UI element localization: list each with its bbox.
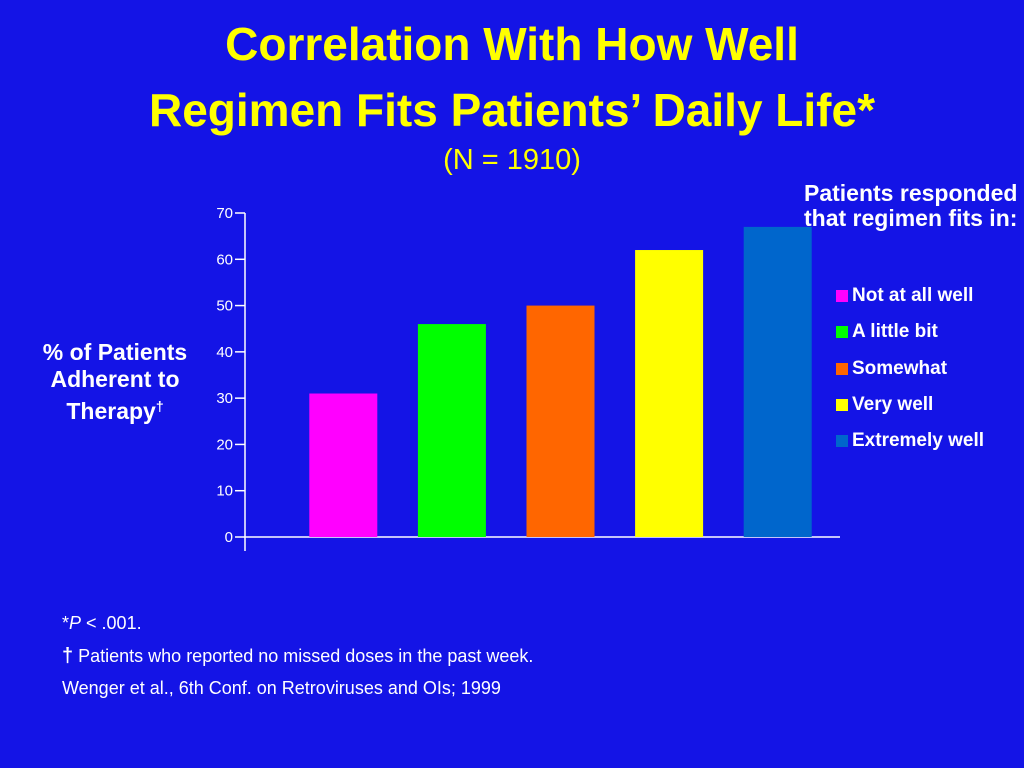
y-tick-label: 0 [225, 529, 233, 546]
bar-somewhat [526, 305, 595, 537]
y-tick-label: 70 [216, 205, 233, 222]
footnote-dagger-text: Patients who reported no missed doses in… [73, 646, 534, 666]
footnote-dagger-mark: † [62, 645, 74, 667]
y-tick-label: 30 [216, 390, 233, 407]
legend-label: Extremely well [852, 430, 985, 451]
footnote-p-italic: P [69, 613, 82, 633]
legend-swatch [836, 326, 848, 338]
slide-title-line2: Regimen Fits Patients’ Daily Life* [149, 84, 875, 136]
y-tick-label: 20 [216, 436, 233, 453]
legend-swatch [836, 363, 848, 375]
legend-label: Very well [852, 394, 934, 415]
legend-title: Patients responded that regimen fits in: [804, 180, 1018, 231]
legend-label: Somewhat [852, 358, 948, 379]
legend-swatch [836, 290, 848, 302]
slide-subtitle: (N = 1910) [443, 144, 581, 176]
legend-swatch [836, 435, 848, 447]
bar-a-little-bit [417, 324, 486, 537]
y-axis-label-dagger: † [155, 398, 164, 414]
legend-item: Not at all well [836, 284, 973, 308]
footnote-dagger: † Patients who reported no missed doses … [62, 645, 533, 668]
footnote-p-rest: < .001. [81, 613, 142, 633]
legend-item: Somewhat [836, 357, 947, 381]
bar-not-at-all-well [309, 393, 378, 537]
y-tick-label: 10 [216, 483, 233, 500]
legend-item: Very well [836, 393, 933, 417]
legend-label: Not at all well [852, 285, 974, 306]
footnote-p-value: *P < .001. [62, 613, 142, 634]
y-tick-label: 50 [216, 298, 233, 315]
legend-label: A little bit [852, 321, 938, 342]
y-axis-label-text: % of Patients Adherent to Therapy [42, 339, 188, 424]
legend-item: Extremely well [836, 429, 984, 453]
bar-extremely-well [743, 226, 812, 537]
bar-very-well [635, 250, 704, 537]
slide-title-line1: Correlation With How Well [225, 18, 799, 70]
y-axis-label: % of Patients Adherent to Therapy† [22, 339, 208, 425]
legend-item: A little bit [836, 320, 938, 344]
y-tick-label: 60 [216, 251, 233, 268]
footnote-citation: Wenger et al., 6th Conf. on Retroviruses… [62, 678, 501, 698]
footnote-star: * [62, 613, 70, 633]
y-tick-label: 40 [216, 344, 233, 361]
legend-swatch [836, 399, 848, 411]
